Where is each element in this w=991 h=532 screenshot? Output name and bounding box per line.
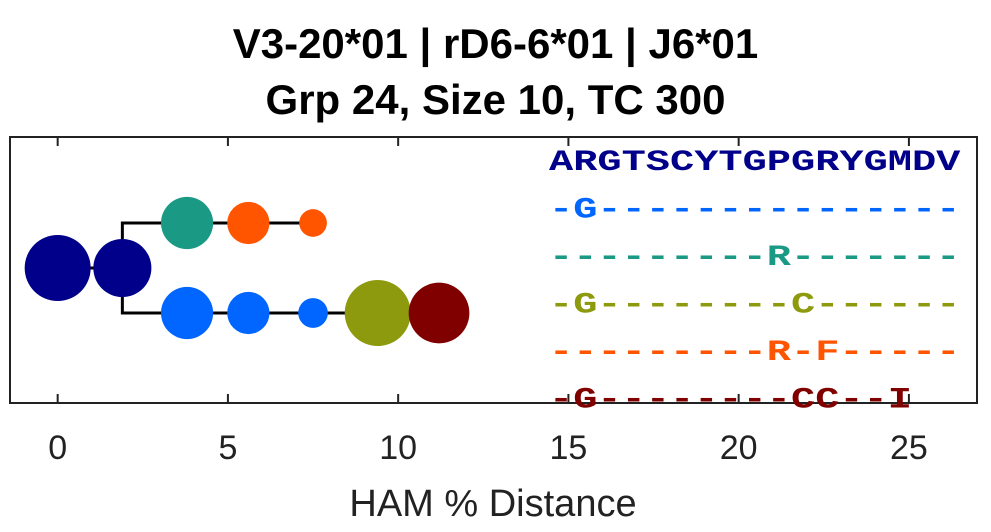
tree-node — [160, 196, 214, 250]
tree-node — [344, 280, 411, 346]
tree-node — [227, 201, 270, 245]
x-axis-ticks: 0 5 10 15 20 25 — [48, 137, 928, 467]
tree-node — [160, 286, 214, 340]
tree-node — [24, 235, 91, 301]
x-tick-label: 0 — [48, 429, 67, 467]
x-tick-label: 15 — [549, 429, 587, 467]
tree-node — [298, 298, 328, 328]
plot-frame — [9, 136, 978, 404]
x-axis-label: HAM % Distance — [349, 483, 636, 525]
x-tick-label: 25 — [890, 429, 928, 467]
tree-nodes — [24, 196, 470, 346]
x-tick-label: 20 — [720, 429, 758, 467]
sequence-row: ---------R-F----- — [549, 336, 960, 370]
chart-title: V3-20*01 | rD6-6*01 | J6*01 — [232, 20, 759, 67]
x-tick-label: 5 — [218, 429, 237, 467]
tree-node — [408, 282, 470, 344]
sequence-row: -G--------CC--I — [549, 384, 912, 418]
tree-node — [227, 291, 270, 335]
sequence-row: ARGTSCYTGPGRYGMDV — [549, 146, 960, 180]
sequence-row: -G--------------- — [549, 194, 960, 228]
sequence-row: -G--------C------ — [549, 289, 960, 323]
sequence-alignment: ARGTSCYTGPGRYGMDV -G--------------- ------… — [549, 146, 960, 418]
sequence-row: ---------R------- — [549, 241, 960, 275]
chart-subtitle: Grp 24, Size 10, TC 300 — [265, 76, 726, 123]
x-tick-label: 10 — [379, 429, 417, 467]
tree-node — [93, 238, 152, 298]
tree-node — [299, 209, 327, 237]
